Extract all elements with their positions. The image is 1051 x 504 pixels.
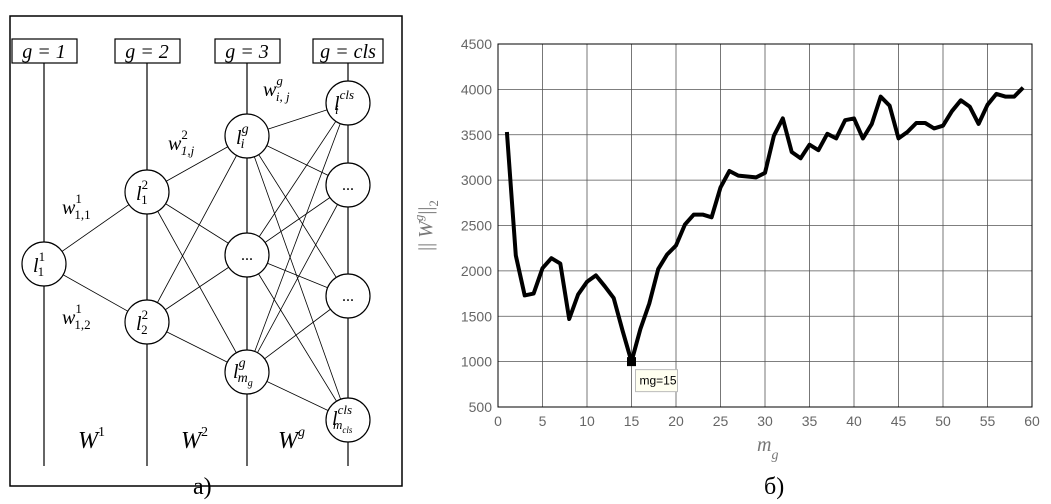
header-g1: g = 1: [22, 41, 66, 63]
label-dots-cls-1: ...: [342, 177, 354, 194]
x-tick-label: 40: [846, 413, 862, 429]
label-lig: lg i: [236, 122, 249, 152]
annotation-box: mg=15: [635, 369, 678, 393]
header-g3: g = 3: [225, 41, 269, 63]
x-tick-label: 45: [891, 413, 907, 429]
node-l11: [21, 241, 67, 287]
x-tick-label: 5: [539, 413, 547, 429]
label-lmcls: lcls mcls: [332, 402, 353, 435]
x-tick-label: 55: [980, 413, 996, 429]
y-tick-label: 1000: [461, 354, 492, 370]
y-tick-label: 3500: [461, 127, 492, 143]
label-licls: lcls i: [334, 87, 354, 117]
x-tick-label: 50: [935, 413, 951, 429]
x-tick-label: 60: [1024, 413, 1040, 429]
x-tick-label: 25: [713, 413, 729, 429]
weight-w112: w1 1,2: [62, 301, 91, 332]
x-tick-labels: 0 5 10 15 20 25 30 35 40 45 50 55 60: [494, 413, 1040, 429]
plot-frame: [497, 43, 1033, 408]
y-tick-label: 2500: [461, 218, 492, 234]
y-tick-label: 500: [469, 399, 493, 415]
node-lmcls: [325, 397, 371, 443]
annotation-text: mg=15: [640, 374, 677, 388]
label-lmg: lg mg: [233, 356, 253, 389]
label-dots-cls-2: ...: [342, 288, 354, 305]
chart-grid: [497, 43, 1033, 408]
node-l22: [124, 299, 170, 345]
series-line: [504, 86, 1025, 364]
column-headers: g = 1 g = 2 g = 3 g = cls: [11, 38, 384, 64]
y-tick-label: 1500: [461, 308, 492, 324]
diagram-frame: [9, 15, 403, 487]
node-lig: [224, 113, 270, 159]
y-axis-label: || Wg||2: [411, 200, 441, 251]
x-tick-label: 35: [802, 413, 818, 429]
caption-b: б): [764, 474, 785, 500]
header-g2: g = 2: [125, 41, 169, 63]
weight-w111: w1 1,1: [62, 191, 91, 222]
y-tick-label: 4500: [461, 36, 492, 52]
y-tick-label: 2000: [461, 263, 492, 279]
matrix-w1: W1: [78, 425, 105, 454]
x-axis-label: mg: [757, 434, 778, 463]
minimum-marker: [627, 357, 636, 367]
y-tick-label: 4000: [461, 81, 492, 97]
node-lmg: [224, 349, 270, 395]
x-tick-label: 20: [668, 413, 684, 429]
x-tick-label: 10: [579, 413, 595, 429]
caption-a: а): [193, 474, 212, 500]
node-dots-cls-2: [325, 273, 371, 319]
y-tick-labels: 500 1000 1500 2000 2500 3000 3500 4000 4500: [461, 36, 492, 415]
x-tick-label: 30: [757, 413, 773, 429]
matrix-w2: W2: [181, 425, 208, 454]
node-dots-cls-1: [325, 162, 371, 208]
matrix-wg: Wg: [278, 425, 305, 454]
x-tick-label: 0: [494, 413, 502, 429]
node-l12: [124, 169, 170, 215]
y-tick-label: 3000: [461, 172, 492, 188]
weight-wgij: wg i, j: [263, 73, 290, 104]
weight-w21j: w2 1,j: [168, 127, 195, 158]
node-dots-g: [224, 232, 270, 278]
label-l12: l2 1: [136, 177, 148, 207]
label-l11: l1 1: [33, 249, 45, 279]
label-l22: l2 2: [136, 307, 148, 337]
label-dots-g: ...: [241, 247, 253, 264]
node-licls: [325, 80, 371, 126]
x-tick-label: 15: [624, 413, 640, 429]
header-gcls: g = cls: [320, 41, 376, 63]
